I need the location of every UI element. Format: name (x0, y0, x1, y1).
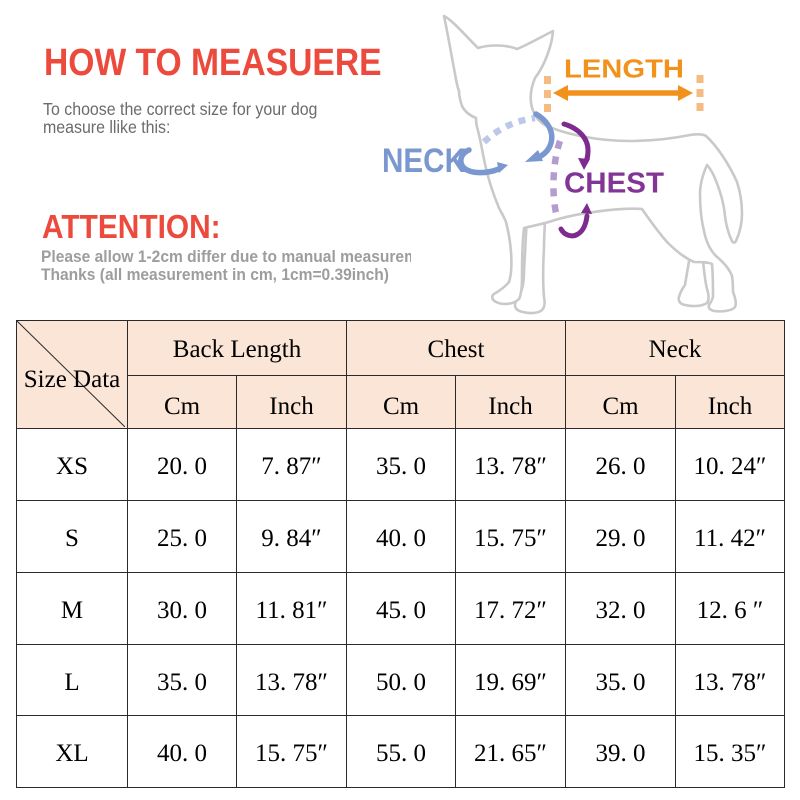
svg-text:LENGTH: LENGTH (564, 54, 684, 84)
svg-text:NECK: NECK (382, 142, 466, 180)
svg-text:CHEST: CHEST (564, 168, 665, 200)
